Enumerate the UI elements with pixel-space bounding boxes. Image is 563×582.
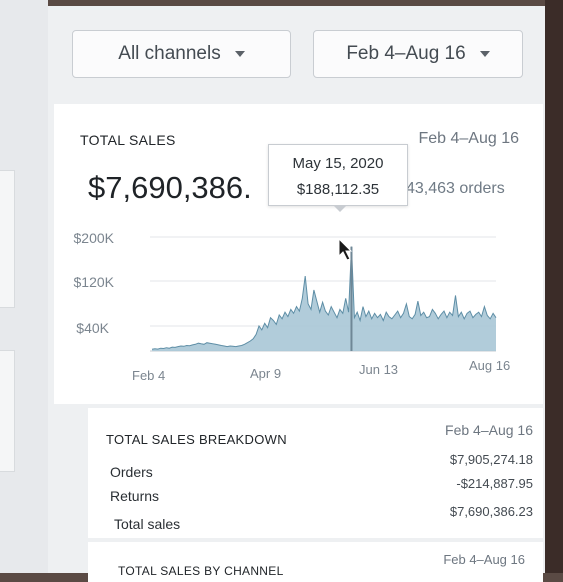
tooltip-value: $188,112.35	[296, 181, 380, 198]
reports-panel: All channels Feb 4–Aug 16 TOTAL SALES Fe…	[48, 6, 545, 582]
x-tick-label: Feb 4	[132, 368, 166, 383]
sales-area-chart[interactable]	[54, 104, 543, 404]
tooltip-pointer	[333, 205, 347, 212]
by-channel-title: TOTAL SALES BY CHANNEL	[118, 564, 284, 578]
caret-down-icon	[234, 51, 245, 57]
breakdown-row-value: -$214,887.95	[456, 476, 533, 491]
channel-filter-dropdown[interactable]: All channels	[72, 30, 291, 78]
x-tick-label: Jun 13	[359, 362, 399, 377]
tooltip-date: May 15, 2020	[292, 155, 384, 172]
left-pane-card	[0, 170, 15, 308]
total-sales-date-range: Feb 4–Aug 16	[418, 130, 519, 147]
total-sales-card: TOTAL SALES Feb 4–Aug 16 $7,690,386. 43,…	[54, 104, 543, 404]
x-tick-label: Apr 9	[250, 366, 282, 381]
by-channel-date-range: Feb 4–Aug 16	[443, 552, 525, 567]
x-tick-label: Aug 16	[469, 358, 511, 373]
total-sales-title: TOTAL SALES	[80, 132, 176, 148]
sales-breakdown-card: TOTAL SALES BREAKDOWN Feb 4–Aug 16 Order…	[88, 408, 543, 538]
breakdown-row-label: Returns	[110, 488, 160, 504]
breakdown-row-value: $7,905,274.18	[449, 452, 533, 467]
sales-area	[152, 246, 496, 351]
chart-tooltip: May 15, 2020 $188,112.35	[268, 144, 408, 212]
breakdown-row-label: Orders	[110, 464, 153, 480]
breakdown-title: TOTAL SALES BREAKDOWN	[106, 432, 287, 447]
channel-filter-label: All channels	[118, 43, 221, 64]
breakdown-row-value: $7,690,386.23	[449, 504, 533, 519]
date-range-label: Feb 4–Aug 16	[346, 43, 466, 64]
left-pane-card	[0, 350, 15, 472]
date-range-dropdown[interactable]: Feb 4–Aug 16	[313, 30, 523, 78]
sales-by-channel-card: TOTAL SALES BY CHANNEL Feb 4–Aug 16	[88, 542, 543, 582]
monitor-bezel	[545, 0, 563, 573]
y-tick-label: $120K	[73, 274, 114, 290]
mouse-cursor-icon	[338, 237, 353, 261]
left-pane	[0, 0, 48, 573]
y-tick-label: $200K	[73, 230, 114, 246]
breakdown-date-range: Feb 4–Aug 16	[445, 422, 533, 438]
y-tick-label: $40K	[76, 320, 109, 336]
caret-down-icon	[479, 51, 490, 57]
breakdown-row-label: Total sales	[114, 516, 181, 532]
orders-count: 43,463 orders	[406, 180, 505, 197]
sales-line	[151, 246, 497, 350]
total-sales-value: $7,690,386.	[88, 170, 252, 205]
